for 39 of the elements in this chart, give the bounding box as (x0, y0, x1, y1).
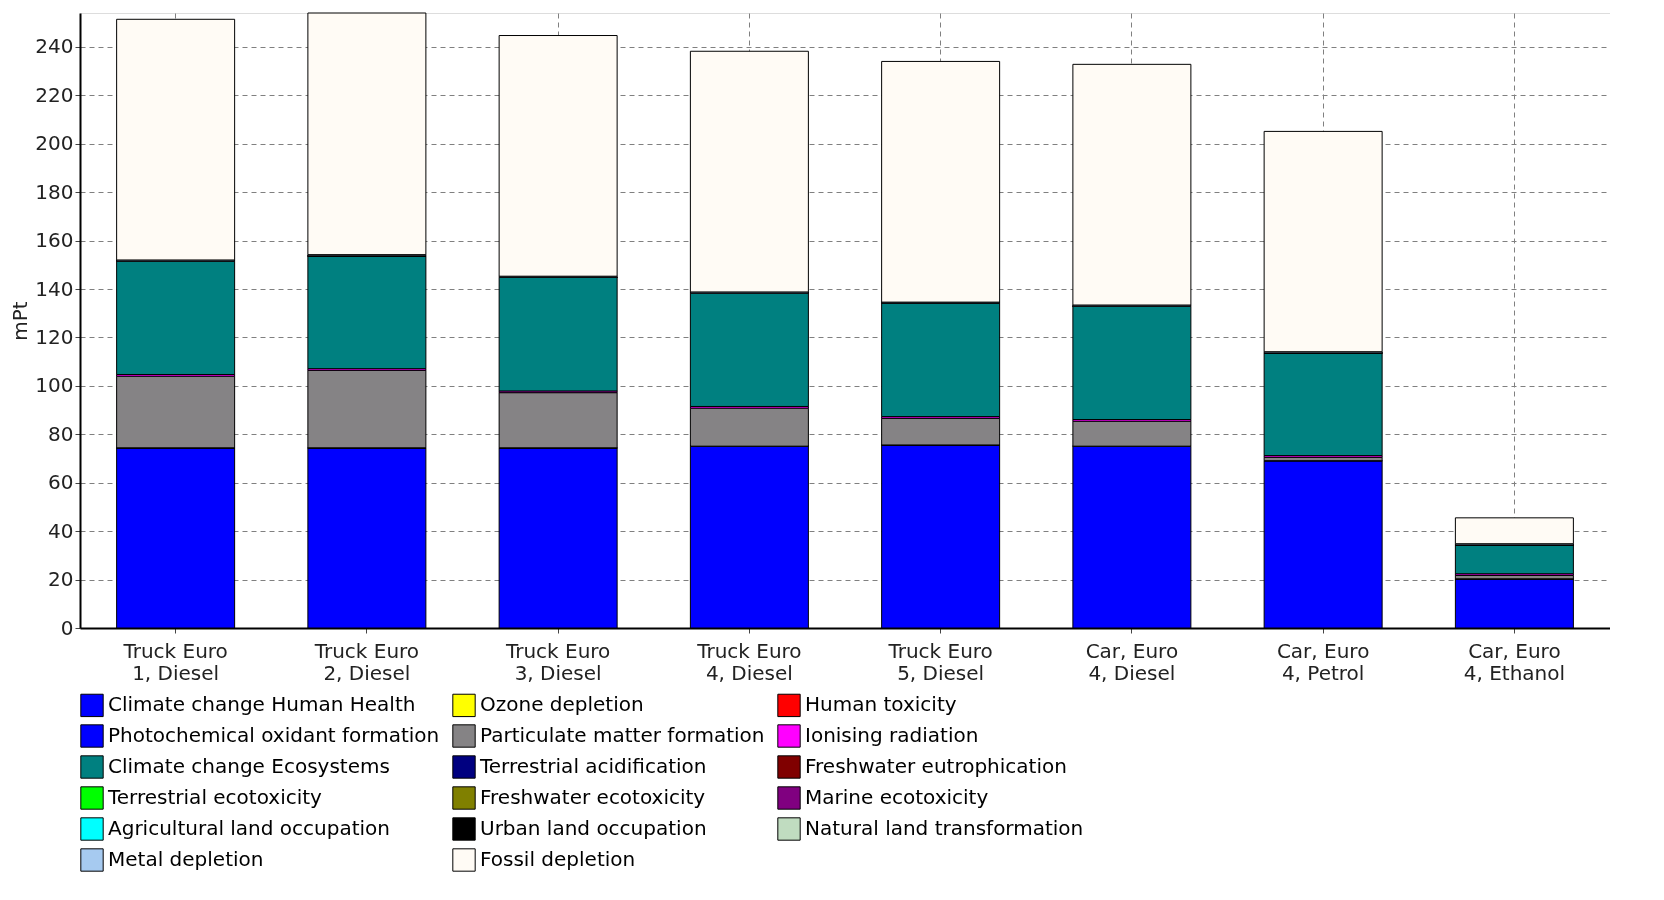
legend-label: Terrestrial ecotoxicity (107, 785, 323, 809)
legend-label: Climate change Human Health (108, 692, 416, 717)
y-tick-label: 80 (48, 421, 74, 446)
y-tick-label: 20 (48, 567, 74, 592)
x-tick-label: Truck Euro 1, Diesel (122, 638, 228, 685)
legend-label: Freshwater eutrophication (805, 754, 1067, 778)
y-tick-label: 200 (35, 131, 74, 156)
x-tick-label: Car, Euro 4, Diesel (1085, 638, 1179, 685)
y-tick-label: 60 (48, 470, 74, 495)
x-tick-label: Truck Euro 5, Diesel (887, 638, 993, 685)
legend-label: Marine ecotoxicity (805, 785, 989, 809)
legend-label: Particulate matter formation (480, 723, 765, 747)
x-tick-label: Car, Euro 4, Petrol (1276, 638, 1370, 685)
y-tick-label: 160 (35, 228, 74, 253)
y-tick-label: 100 (35, 373, 74, 398)
y-axis-title: mPt (8, 301, 33, 341)
y-tick-label: 140 (35, 276, 74, 301)
legend-label: Ionising radiation (805, 723, 979, 747)
x-tick-label: Car, Euro 4, Ethanol (1463, 638, 1566, 685)
legend-label: Photochemical oxidant formation (108, 723, 440, 747)
legend-label: Natural land transformation (805, 816, 1084, 840)
legend-label: Metal depletion (108, 847, 264, 871)
legend-label: Climate change Ecosystems (108, 754, 390, 778)
x-tick-label: Truck Euro 3, Diesel (504, 638, 611, 685)
legend-label: Terrestrial acidification (479, 754, 707, 778)
y-tick-label: 220 (35, 82, 74, 107)
y-tick-label: 40 (48, 518, 74, 543)
y-tick-label: 0 (60, 615, 74, 640)
legend-label: Fossil depletion (480, 847, 636, 871)
x-tick-label: Truck Euro 4, Diesel (696, 638, 802, 685)
y-tick-label: 120 (35, 324, 74, 349)
y-tick-label: 180 (35, 179, 74, 204)
legend-label: Freshwater ecotoxicity (480, 785, 706, 809)
y-tick-label: 240 (35, 34, 74, 59)
legend-label: Ozone depletion (480, 692, 644, 717)
legend-label: Urban land occupation (480, 816, 707, 840)
legend-label: Agricultural land occupation (108, 816, 391, 840)
x-tick-label: Truck Euro 2, Diesel (313, 638, 420, 685)
legend-label: Human toxicity (805, 692, 957, 717)
